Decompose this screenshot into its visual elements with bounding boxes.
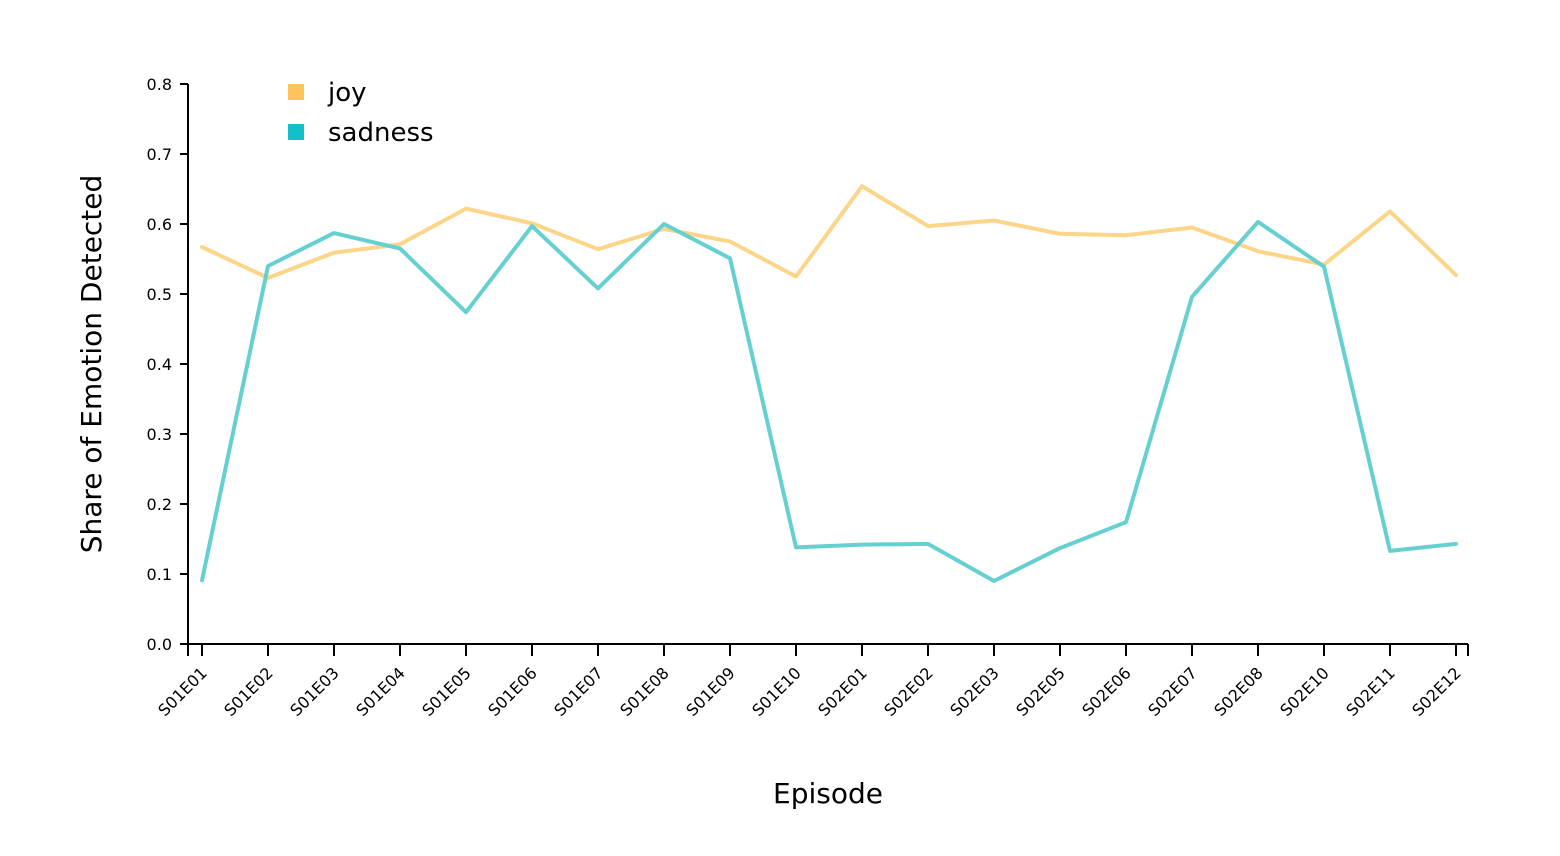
x-tick-label: S02E08 (1210, 663, 1267, 720)
x-tick-label: S01E05 (418, 663, 475, 720)
y-tick-label: 0.0 (147, 635, 172, 654)
x-tick-label: S01E09 (682, 663, 739, 720)
x-tick-label: S02E12 (1408, 663, 1465, 720)
x-tick-label: S02E03 (946, 663, 1003, 720)
legend-swatch-joy (288, 84, 304, 100)
y-tick-label: 0.2 (147, 495, 172, 514)
x-tick-label: S01E07 (550, 663, 607, 720)
y-tick-label: 0.1 (147, 565, 172, 584)
x-tick-label: S01E10 (748, 663, 805, 720)
x-tick-label: S02E05 (1012, 663, 1069, 720)
y-tick-label: 0.8 (147, 75, 172, 94)
x-axis: S01E01 S01E02 S01E03 S01E04 S01E05 S01E06 S01E… (154, 643, 1469, 720)
x-tick-label: S01E06 (484, 663, 541, 720)
y-tick-label: 0.7 (147, 145, 172, 164)
x-tick-label: S01E01 (154, 663, 211, 720)
y-tick-label: 0.6 (147, 215, 172, 234)
y-axis-title: Share of Emotion Detected (75, 175, 108, 554)
x-axis-title: Episode (773, 777, 883, 810)
x-tick-label: S01E02 (220, 663, 277, 720)
legend: joy sadness (288, 78, 434, 148)
legend-label-sadness: sadness (328, 118, 434, 148)
y-tick-label: 0.3 (147, 425, 172, 444)
x-tick-label: S02E06 (1078, 663, 1135, 720)
plot-area (200, 184, 1458, 583)
x-tick-label: S01E03 (286, 663, 343, 720)
y-tick-label: 0.4 (147, 355, 172, 374)
legend-label-joy: joy (327, 78, 367, 108)
x-tick-label: S02E01 (814, 663, 871, 720)
x-tick-label: S02E10 (1276, 663, 1333, 720)
legend-swatch-sadness (288, 124, 304, 140)
series-line-sadness (200, 219, 1458, 583)
y-axis: 0.0 0.1 0.2 0.3 0.4 0.5 0.6 0.7 0.8 (147, 75, 189, 654)
x-tick-label: S02E07 (1144, 663, 1201, 720)
x-tick-label: S01E04 (352, 663, 409, 720)
y-tick-label: 0.5 (147, 285, 172, 304)
x-tick-label: S01E08 (616, 663, 673, 720)
series-line-joy (200, 184, 1458, 280)
x-tick-label: S02E11 (1342, 663, 1399, 720)
x-tick-label: S02E02 (880, 663, 937, 720)
